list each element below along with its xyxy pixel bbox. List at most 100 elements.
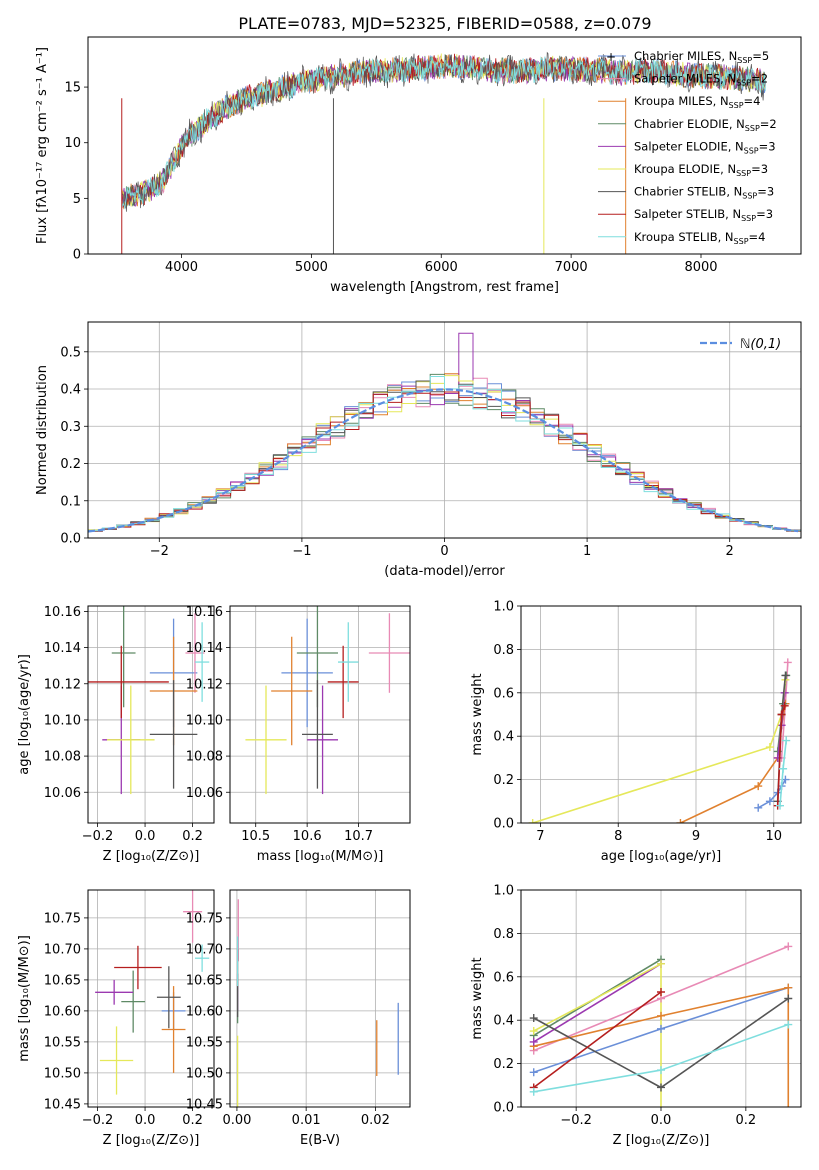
y-tick-label: 10.12	[186, 677, 223, 692]
x-tick-label: 0.01	[292, 1113, 321, 1128]
mass_vs_Z-plot	[95, 890, 210, 1095]
y-tick-label: 0.6	[493, 970, 514, 985]
histogram-series-ks	[88, 376, 801, 533]
mass_vs_Z-frame	[87, 889, 215, 1108]
y-tick-label: 0.4	[493, 1014, 514, 1029]
y-tick-label: 0.4	[493, 730, 514, 745]
y-tick-label: 10.06	[186, 786, 223, 801]
errorbar-point-ce	[121, 970, 146, 1033]
errorbar-point-cm	[281, 618, 333, 728]
age_vs_Z-frame	[87, 605, 215, 824]
errorbar-point-ke	[107, 685, 155, 795]
line-marker-cm	[754, 803, 763, 812]
y-tick-label: 10.50	[186, 1066, 223, 1081]
y-tick-label: 10.08	[44, 750, 81, 765]
y-tick-label: 0.4	[60, 383, 81, 398]
x-tick-label: 0.0	[135, 1113, 156, 1128]
errorbar-point-ce	[111, 606, 136, 708]
legend-entry: Chabrier STELIB, NSSP=3	[634, 185, 774, 201]
line-marker-ks	[784, 1020, 793, 1029]
line-marker-km	[657, 1011, 665, 1020]
line-marker-ks	[657, 1066, 665, 1075]
legend-entry: Chabrier ELODIE, NSSP=2	[634, 117, 777, 133]
mass_vs_Z-ylabel: mass [log₁₀(M/M⊙)]	[17, 935, 32, 1062]
line-marker-ke	[657, 959, 665, 968]
y-tick-label: 10.65	[186, 973, 223, 988]
x-tick-label: 8	[614, 829, 622, 844]
line-series-se	[533, 963, 662, 1043]
age_vs_mass-plot	[245, 606, 410, 795]
massweight_vs_age-plot	[528, 658, 792, 823]
y-tick-label: 10.16	[186, 605, 223, 620]
y-tick-label: 10.55	[44, 1035, 81, 1050]
spectrum-ylabel: Flux [fλ10⁻¹⁷ erg cm⁻² s⁻¹ A⁻¹]	[35, 47, 50, 244]
y-tick-label: 10.06	[44, 786, 81, 801]
residuals-axes	[88, 322, 801, 539]
x-tick-label: 4000	[165, 260, 198, 275]
errorbar-point-ss	[88, 645, 169, 719]
age_vs_mass-xlabel: mass [log₁₀(M/M⊙)]	[257, 849, 384, 864]
x-tick-label: −0.2	[82, 829, 114, 844]
legend-entry: Kroupa ELODIE, NSSP=3	[634, 162, 768, 178]
x-tick-label: 10.7	[344, 829, 373, 844]
line-marker-sm	[783, 658, 792, 667]
errorbar-point-cs	[302, 680, 333, 789]
x-tick-label: −0.2	[560, 1113, 592, 1128]
y-tick-label: 10.45	[186, 1097, 223, 1112]
line-marker-ke	[529, 1027, 538, 1036]
legend-entry: Chabrier MILES, NSSP=5	[634, 49, 769, 65]
errorbar-point-sm	[368, 613, 410, 693]
line-marker-cs	[784, 994, 793, 1003]
age_vs_Z-axes	[88, 606, 214, 823]
y-tick-label: 15	[64, 81, 81, 96]
legend-marker: +	[606, 50, 616, 64]
spectrum-plot	[121, 51, 766, 254]
errorbar-point-ks	[338, 622, 359, 702]
y-tick-label: 0.5	[60, 345, 81, 360]
line-marker-cs	[529, 1014, 538, 1023]
line-marker-ks	[782, 736, 791, 745]
age_vs_mass-frame	[229, 605, 411, 824]
mass_vs_ebv-frame	[229, 889, 411, 1108]
x-tick-label: 7000	[555, 260, 588, 275]
legend-entry: Salpeter MILES, NSSP=2	[634, 72, 768, 88]
legend-entry: Salpeter STELIB, NSSP=3	[634, 207, 773, 223]
mass_vs_Z-axes	[88, 890, 214, 1107]
x-tick-label: −0.2	[82, 1113, 114, 1128]
x-tick-label: 0.2	[182, 829, 203, 844]
y-tick-label: 10.14	[44, 641, 81, 656]
line-marker-km	[676, 819, 685, 823]
legend-entry: Kroupa MILES, NSSP=4	[634, 94, 760, 110]
errorbar-point-cs	[156, 966, 181, 1029]
y-tick-label: 1.0	[493, 884, 514, 899]
line-marker-ss	[777, 710, 786, 719]
y-tick-label: 0.0	[493, 817, 514, 832]
line-series-ss	[533, 991, 662, 1089]
massweight_vs_age-frame	[520, 605, 802, 824]
massweight_vs_age-ylabel: mass weight	[470, 673, 485, 755]
figure-title: PLATE=0783, MJD=52325, FIBERID=0588, z=0…	[238, 14, 651, 33]
errorbar-point-se	[95, 979, 134, 1005]
line-marker-cs	[657, 1083, 665, 1092]
line-marker-km	[784, 983, 793, 992]
y-tick-label: 0.8	[493, 643, 514, 658]
y-tick-label: 5	[73, 192, 81, 207]
age_vs_Z-plot	[88, 606, 210, 795]
y-tick-label: 10.70	[44, 942, 81, 957]
x-tick-label: 8000	[684, 260, 717, 275]
y-tick-label: 10.12	[44, 677, 81, 692]
y-tick-label: 0.1	[60, 494, 81, 509]
x-tick-label: 10.5	[241, 829, 270, 844]
y-tick-label: 10.14	[186, 641, 223, 656]
mass_vs_ebv-plot	[236, 899, 399, 1107]
x-tick-label: −1	[292, 544, 311, 559]
x-tick-label: 6000	[425, 260, 458, 275]
errorbar-point-ss	[327, 645, 359, 719]
errorbar-point-ke	[245, 685, 287, 795]
line-marker-cm	[657, 1024, 665, 1033]
legend-entry: Salpeter ELODIE, NSSP=3	[634, 139, 776, 155]
age_vs_Z-ylabel: age [log₁₀(age/yr)]	[17, 654, 32, 775]
residuals-ylabel: Normed distribution	[35, 365, 50, 495]
errorbar-point-ks	[194, 622, 210, 702]
